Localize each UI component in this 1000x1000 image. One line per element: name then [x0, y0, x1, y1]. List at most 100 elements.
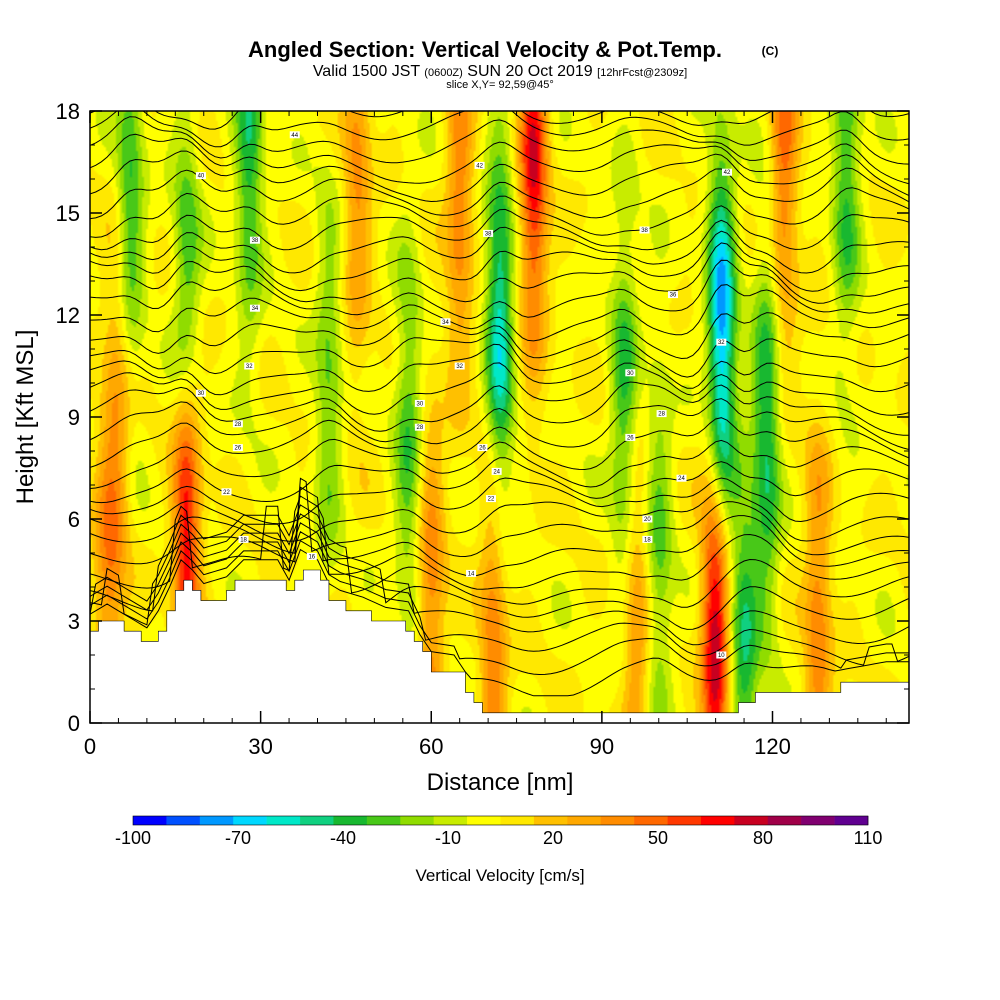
svg-text:26: 26 — [627, 435, 634, 441]
contour-label: 24 — [491, 467, 502, 475]
svg-text:10: 10 — [718, 653, 725, 659]
svg-text:22: 22 — [488, 497, 495, 503]
colorbar-swatch — [834, 816, 869, 825]
colorbar-swatch — [400, 816, 434, 825]
colorbar-title: Vertical Velocity [cm/s] — [415, 866, 584, 885]
contour-label: 18 — [642, 535, 653, 543]
isentrope — [90, 362, 909, 416]
y-tick-label: 9 — [68, 405, 80, 430]
colorbar-swatch — [366, 816, 401, 825]
svg-text:18: 18 — [240, 537, 247, 543]
svg-text:30: 30 — [198, 391, 205, 397]
colorbar-swatch — [634, 816, 668, 825]
colorbar-tick-label: -10 — [435, 828, 461, 848]
svg-text:14: 14 — [468, 571, 475, 577]
isentrope — [90, 539, 909, 676]
isentrope — [90, 486, 909, 577]
contour-label: 38 — [639, 226, 650, 234]
colorbar-swatch — [467, 816, 501, 825]
isentrope — [90, 438, 909, 489]
svg-text:38: 38 — [485, 231, 492, 237]
subtitle-prefix: Valid 1500 JST — [313, 63, 421, 80]
svg-text:20: 20 — [644, 517, 651, 523]
isentrope — [90, 489, 909, 542]
x-tick-label: 0 — [84, 734, 96, 759]
contour-label: 26 — [625, 433, 636, 441]
contour-label: 28 — [414, 423, 425, 431]
plot-area: 44 40 42 42 38 38 38 34 34 36 32 32 32 30 30 30 28 28 28 26… — [90, 111, 909, 723]
contour-label: 30 — [195, 389, 206, 397]
isentrope — [90, 259, 909, 320]
colorbar-tick-label: -100 — [115, 828, 151, 848]
svg-text:38: 38 — [252, 238, 259, 244]
contour-label: 22 — [221, 488, 232, 496]
y-axis-label: Height [Kft MSL] — [12, 330, 39, 505]
svg-text:32: 32 — [246, 364, 253, 370]
colorbar-tick-label: -70 — [225, 828, 251, 848]
contour-label: 40 — [195, 172, 206, 180]
contour-label: 42 — [722, 168, 732, 176]
isentrope — [90, 205, 909, 251]
svg-text:22: 22 — [223, 490, 230, 496]
chart-title: Angled Section: Vertical Velocity & Pot.… — [248, 37, 722, 62]
colorbar-swatch — [567, 816, 602, 825]
contour-label: 26 — [232, 444, 243, 452]
svg-text:42: 42 — [476, 163, 483, 169]
subtitle-utc: (0600Z) — [424, 67, 463, 79]
svg-text:16: 16 — [308, 554, 315, 560]
contour-label: 22 — [485, 495, 496, 503]
svg-text:30: 30 — [417, 401, 424, 407]
contour-label: 32 — [454, 362, 465, 370]
svg-text:26: 26 — [235, 446, 242, 452]
contour-label: 38 — [483, 229, 494, 237]
y-tick-label: 12 — [56, 303, 80, 328]
x-tick-label: 60 — [419, 734, 443, 759]
contour-label: 34 — [440, 318, 451, 326]
x-tick-label: 30 — [248, 734, 272, 759]
y-tick-label: 6 — [68, 507, 80, 532]
colorbar-swatch — [266, 816, 301, 825]
colorbar-swatch — [734, 816, 769, 825]
isentrope — [90, 219, 909, 274]
potential-temperature-contours — [90, 111, 909, 697]
contour-label: 34 — [249, 304, 260, 312]
x-tick-label: 120 — [754, 734, 791, 759]
colorbar — [132, 815, 869, 826]
svg-text:34: 34 — [252, 306, 259, 312]
colorbar-swatch — [166, 816, 201, 825]
isentrope — [90, 522, 909, 646]
contour-label: 32 — [244, 362, 255, 370]
isentrope — [90, 477, 909, 558]
svg-text:26: 26 — [479, 446, 486, 452]
svg-text:38: 38 — [641, 228, 648, 234]
svg-text:28: 28 — [658, 412, 665, 418]
chart-subtitle: Valid 1500 JST (0600Z) SUN 20 Oct 2019 [… — [313, 63, 687, 80]
contour-label: 36 — [667, 291, 678, 299]
colorbar-swatch — [333, 816, 368, 825]
isentrope — [90, 167, 909, 220]
colorbar-frame — [132, 815, 869, 826]
x-axis-label: Distance [nm] — [427, 769, 574, 796]
isentrope — [90, 133, 909, 185]
isentrope — [90, 531, 909, 666]
svg-text:24: 24 — [493, 469, 500, 475]
isentrope — [90, 284, 909, 342]
contour-label: 44 — [289, 131, 300, 139]
contour-label: 18 — [238, 535, 249, 543]
colorbar-swatch — [199, 816, 234, 825]
contour-label: 28 — [232, 420, 243, 428]
colorbar-swatch — [767, 816, 802, 825]
colorbar-tick-label: -40 — [330, 828, 356, 848]
svg-text:42: 42 — [724, 170, 731, 176]
x-tick-label: 90 — [590, 734, 614, 759]
contour-label: 24 — [676, 474, 687, 482]
subtitle-date: SUN 20 Oct 2019 — [467, 63, 593, 80]
isentrope — [90, 495, 909, 590]
colorbar-tick-label: 110 — [854, 828, 883, 848]
isentrope — [90, 343, 909, 396]
contour-label: 30 — [625, 369, 636, 377]
colorbar-swatch — [300, 816, 334, 825]
svg-text:30: 30 — [627, 371, 634, 377]
